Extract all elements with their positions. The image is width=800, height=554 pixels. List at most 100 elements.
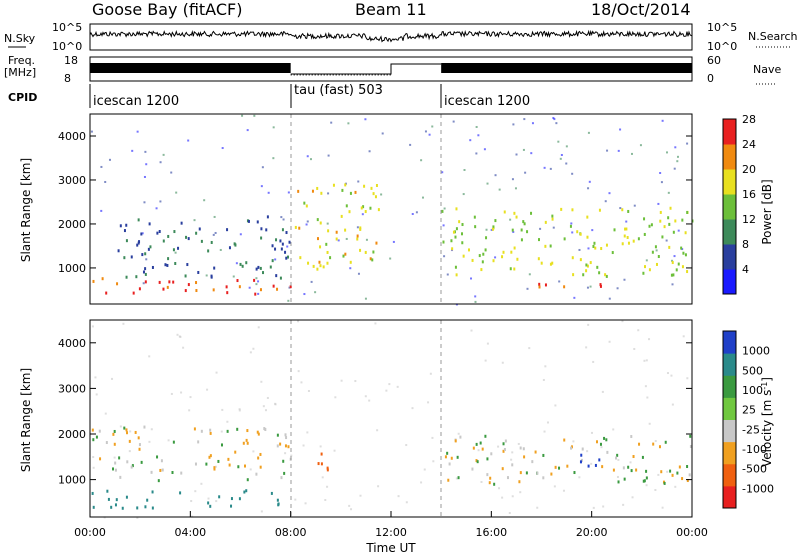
power-cell: [461, 241, 464, 245]
velocity-color-band: [723, 353, 736, 376]
power-cell: [354, 190, 357, 194]
velocity-cell: [136, 516, 139, 519]
power-cell: [359, 226, 362, 230]
velocity-cell: [470, 329, 473, 332]
cpid-segment-3: icescan 1200: [444, 94, 530, 109]
power-cell: [598, 271, 601, 275]
velocity-cell: [156, 455, 159, 459]
velocity-cell: [208, 455, 211, 459]
power-cell: [605, 243, 608, 247]
power-cell: [514, 187, 517, 190]
velocity-scale-tick: -1000: [742, 482, 774, 495]
power-cell: [655, 249, 658, 252]
power-cell: [530, 211, 533, 215]
power-cell: [576, 230, 579, 234]
power-cell: [125, 275, 128, 279]
velocity-cell: [287, 445, 290, 449]
date-title: 18/Oct/2014: [591, 0, 691, 19]
velocity-cell: [573, 471, 576, 475]
power-cell: [680, 246, 683, 250]
power-cell: [492, 259, 495, 263]
power-cell: [141, 253, 144, 257]
power-color-band: [723, 269, 736, 295]
velocity-cell: [475, 442, 478, 446]
velocity-cell: [320, 452, 323, 456]
velocity-cell: [504, 439, 507, 443]
power-cell: [462, 193, 465, 196]
power-cell: [471, 258, 474, 262]
power-cell: [214, 231, 217, 234]
power-cell: [116, 282, 119, 286]
power-cell: [681, 218, 684, 222]
velocity-cell: [300, 381, 303, 384]
velocity-cell: [630, 435, 633, 439]
velocity-cell: [317, 462, 320, 466]
velocity-cell: [189, 396, 192, 399]
velocity-cell: [128, 450, 131, 453]
velocity-cell: [95, 435, 98, 439]
power-scale-tick: 28: [742, 113, 756, 126]
power-cell: [316, 267, 319, 271]
xaxis-label: Time UT: [365, 541, 416, 554]
velocity-cell: [92, 456, 95, 459]
power-colorbar: 4 8 12 16 20 24 28 Power [dB]: [722, 113, 774, 295]
power-cell: [549, 262, 552, 266]
power-cell: [474, 225, 477, 229]
power-cell: [608, 297, 611, 300]
power-cell: [619, 128, 622, 131]
velocity-cell: [681, 477, 684, 481]
velocity-cell: [622, 503, 625, 506]
noise-left-tick-top: 10^5: [52, 21, 82, 34]
velocity-cell: [605, 438, 608, 442]
velocity-cell: [587, 323, 590, 326]
velocity-cell: [252, 450, 255, 453]
power-cell: [297, 189, 300, 193]
velocity-scale-tick: -500: [742, 463, 767, 476]
power-cell: [314, 291, 317, 294]
velocity-cell: [608, 340, 611, 343]
power-cell: [502, 250, 505, 254]
velocity-scale-label: Velocity [m s-1]: [760, 377, 774, 467]
velocity-cell: [457, 432, 460, 435]
power-cell: [364, 297, 367, 300]
power-cell: [480, 268, 483, 272]
power-cell: [670, 273, 673, 277]
velocity-cell: [304, 502, 307, 505]
power-cell: [470, 277, 473, 280]
velocity-cell: [627, 465, 630, 469]
power-cell: [563, 237, 566, 241]
power-cell: [226, 291, 229, 295]
velocity-cell: [188, 409, 191, 412]
power-cell: [659, 219, 662, 223]
nave-label: Nave: [753, 63, 781, 76]
velocity-cell: [518, 480, 521, 484]
velocity-cell: [276, 433, 279, 437]
velocity-cell: [285, 436, 288, 440]
power-cell: [673, 167, 676, 170]
velocity-cell: [666, 470, 669, 473]
power-cell: [172, 280, 175, 284]
velocity-cell: [523, 455, 526, 459]
power-cell: [372, 250, 375, 254]
velocity-scale-tick: 500: [742, 364, 763, 377]
velocity-cell: [119, 475, 122, 479]
power-cell: [553, 118, 556, 121]
velocity-cell: [364, 395, 367, 398]
power-cell: [213, 266, 216, 270]
power-cell: [522, 148, 525, 151]
velocity-cell: [320, 462, 323, 466]
power-cell: [155, 207, 158, 210]
velocity-cell: [600, 446, 603, 449]
power-cell: [125, 223, 128, 227]
velocity-cell: [119, 425, 122, 428]
velocity-cell: [209, 428, 212, 432]
velocity-cell: [542, 378, 545, 381]
power-cell: [185, 235, 188, 239]
velocity-cell: [227, 457, 230, 461]
power-cell: [627, 241, 630, 245]
power-cell: [148, 222, 151, 226]
velocity-cell: [98, 429, 101, 433]
power-cell: [307, 261, 310, 265]
velocity-cell: [209, 504, 212, 508]
